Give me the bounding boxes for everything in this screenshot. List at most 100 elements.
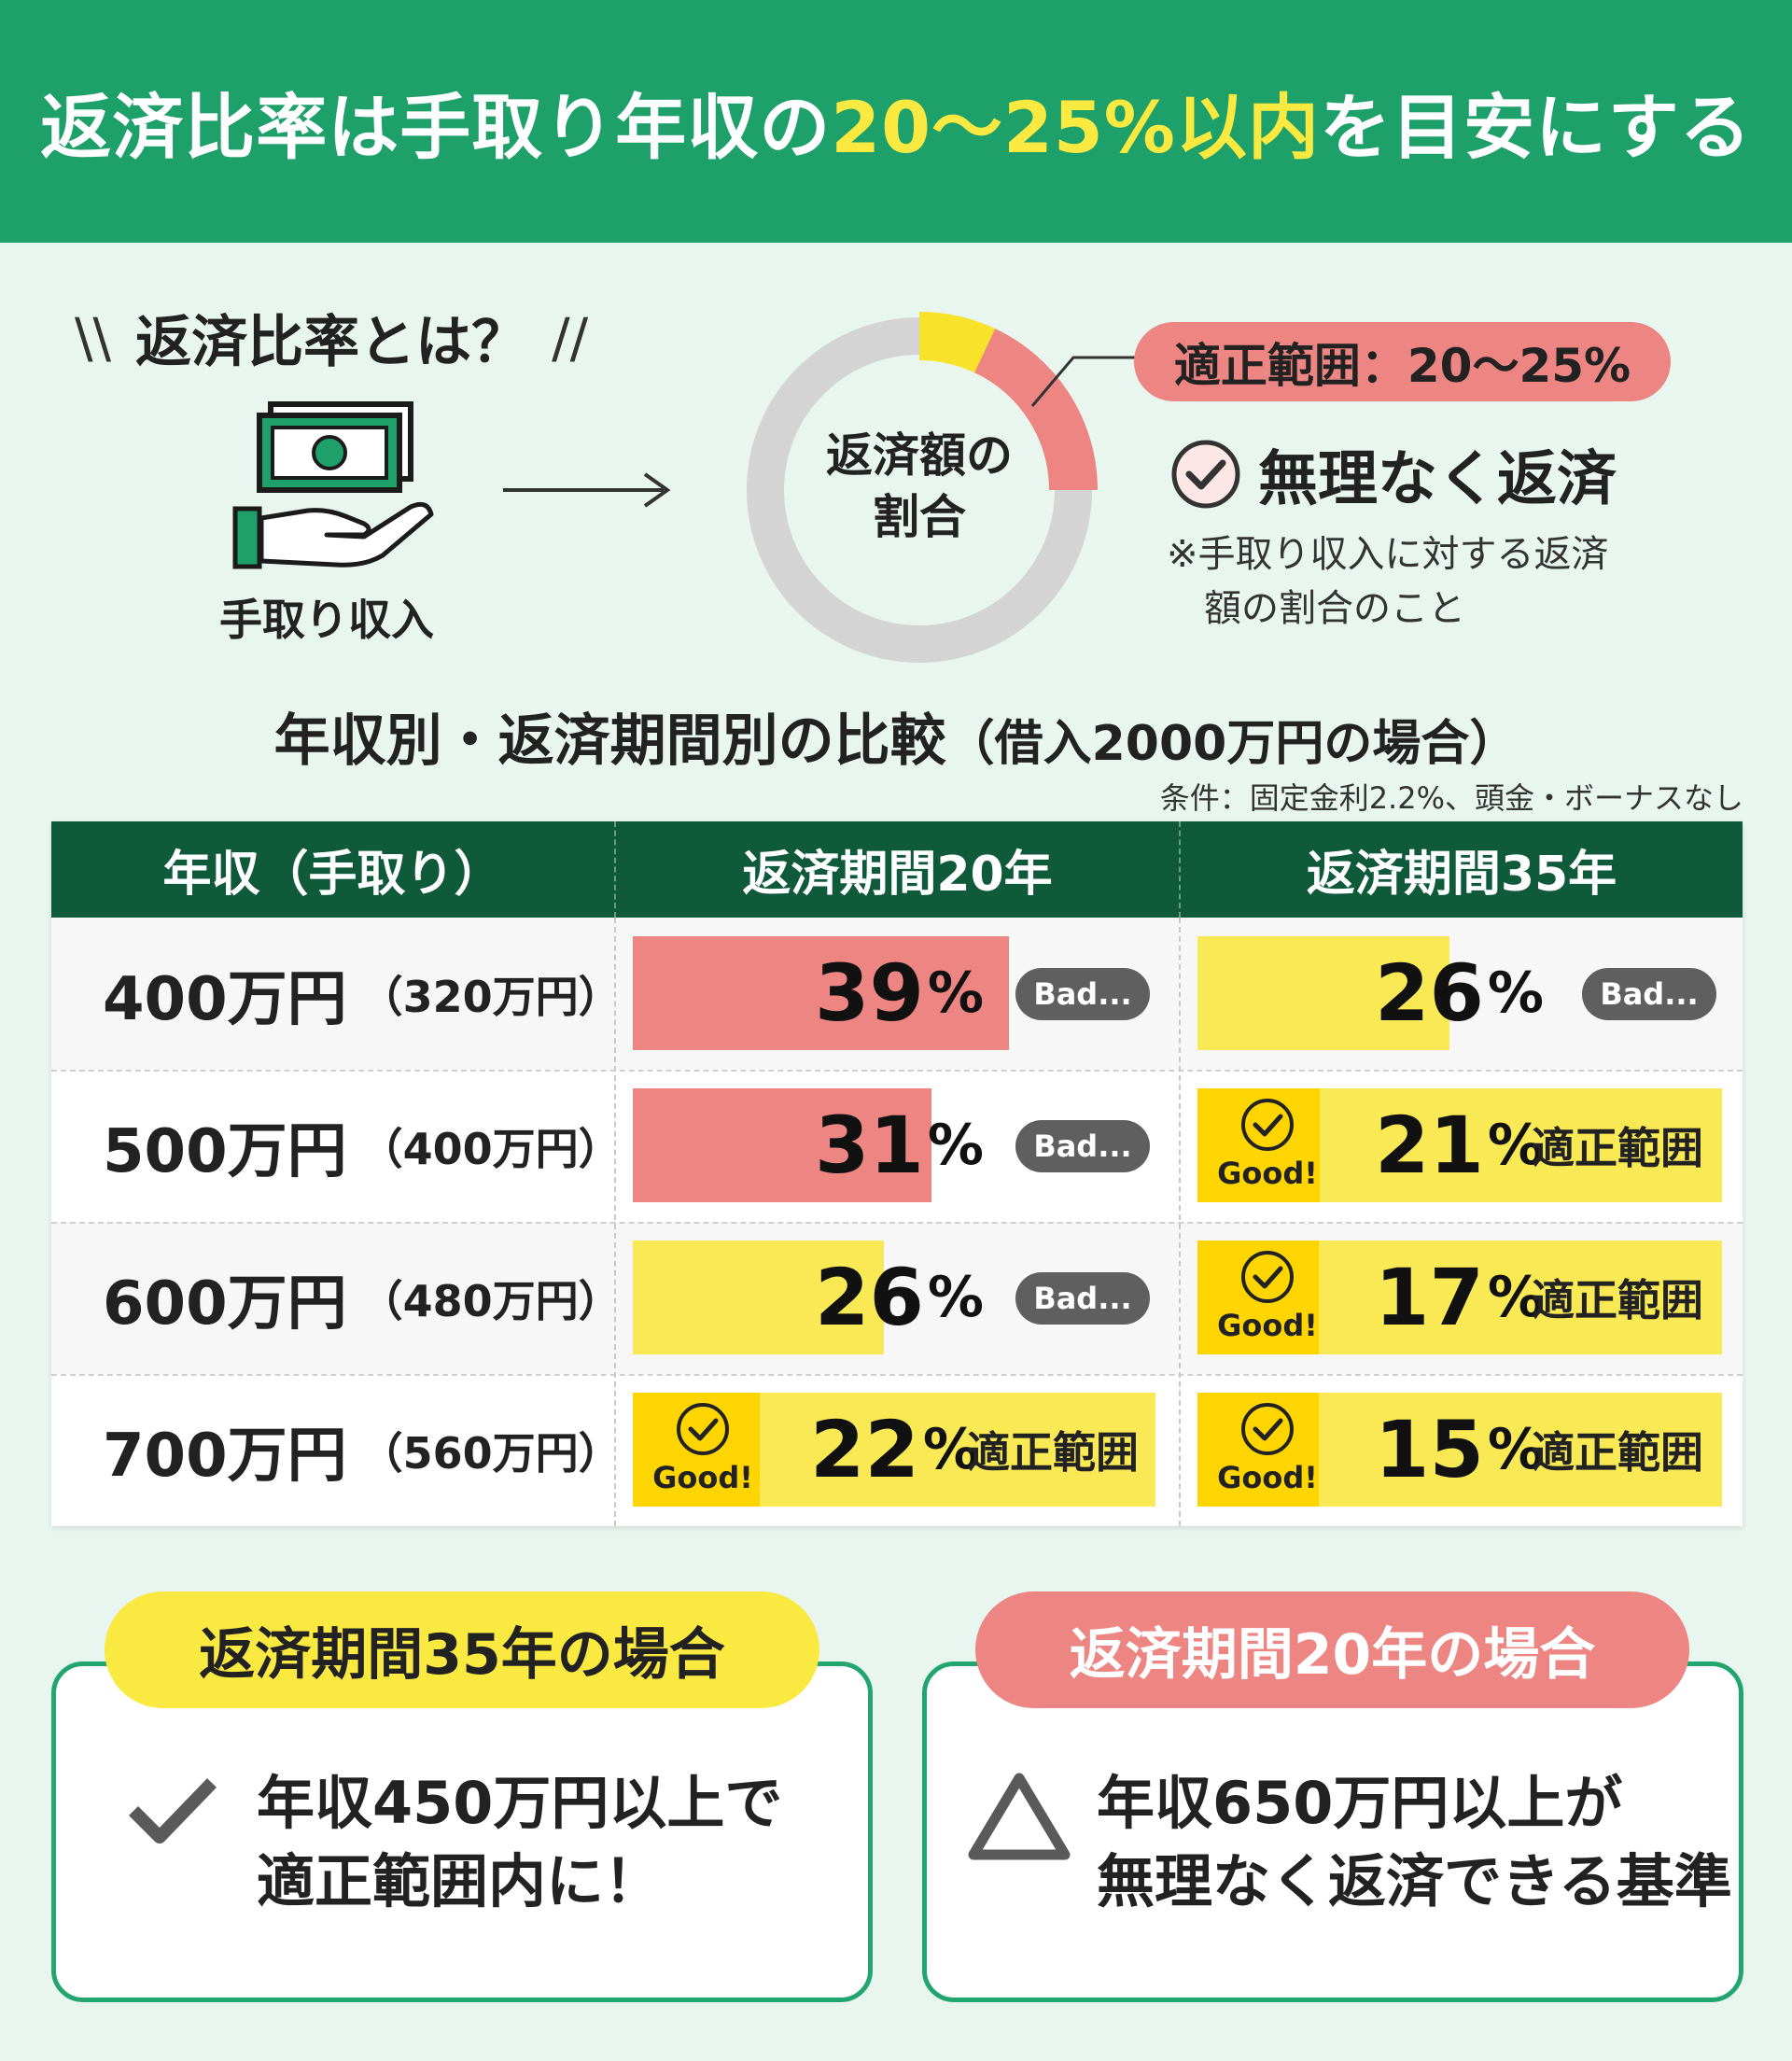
- income-cell: 600万円 （480万円）: [103, 1222, 622, 1374]
- page-title: 返済比率は手取り年収の20〜25%以内を目安にする: [40, 86, 1752, 169]
- percent-value: 31%: [815, 1088, 984, 1202]
- percent-number: 26: [815, 1252, 924, 1343]
- percent-value: 39%: [815, 936, 984, 1050]
- row-divider: [51, 1374, 1743, 1376]
- percent-number: 26: [1375, 947, 1484, 1039]
- value-bar: [633, 936, 1009, 1050]
- comparison-table: 年収（手取り） 返済期間20年 返済期間35年 400万円 （320万円） 39% B…: [51, 821, 1743, 1526]
- percent-number: 15: [1375, 1404, 1484, 1495]
- donut-label: 返済額の 割合: [826, 428, 1013, 544]
- arrow-right-icon: [503, 472, 671, 508]
- cell-20y: Good! 22% 適正範囲: [633, 1393, 1155, 1507]
- check-circle-icon: [1241, 1403, 1294, 1455]
- row-divider: [51, 1070, 1743, 1072]
- intro-heading-text: 返済比率とは？: [135, 310, 528, 375]
- range-label: 適正範囲: [1532, 1427, 1703, 1478]
- bad-badge: Bad...: [1015, 1272, 1150, 1325]
- income-net: （480万円）: [359, 1275, 622, 1326]
- good-label: Good!: [1217, 1460, 1318, 1495]
- income-net: （400万円）: [359, 1123, 622, 1174]
- percent-unit: %: [1487, 1417, 1545, 1482]
- percent-number: 39: [815, 947, 924, 1039]
- value-bar: [633, 1241, 884, 1354]
- intro-heading: \\ 返済比率とは？ //: [75, 297, 635, 378]
- percent-value: 15%: [1375, 1393, 1544, 1507]
- income-gross: 600万円: [103, 1269, 347, 1339]
- table-row: 600万円 （480万円） 26% Bad... Good! 17% 適正範囲: [51, 1222, 1743, 1374]
- good-badge: Good!: [647, 1400, 759, 1499]
- check-circle-icon: [1171, 440, 1240, 509]
- value-bar: [633, 1393, 761, 1507]
- cell-35y: Good! 21% 適正範囲: [1197, 1088, 1722, 1202]
- slash-right-icon: //: [552, 305, 589, 370]
- check-circle-icon: [677, 1403, 729, 1455]
- check-circle-icon: [1241, 1251, 1294, 1303]
- cell-20y: 39% Bad...: [633, 936, 1155, 1050]
- column-divider: [1179, 918, 1181, 1526]
- income-net: （320万円）: [359, 971, 622, 1022]
- range-label: 適正範囲: [1532, 1275, 1703, 1325]
- ratio-donut: [747, 312, 1098, 663]
- card-35y-text: 年収450万円以上で 適正範囲内に！: [257, 1769, 783, 1915]
- percent-unit: %: [922, 1417, 980, 1482]
- good-label: Good!: [1217, 1156, 1318, 1191]
- percent-value: 22%: [810, 1393, 979, 1507]
- income-label: 手取り収入: [219, 595, 434, 645]
- range-pill: 適正範囲：20〜25%: [1134, 322, 1671, 401]
- range-label: 適正範囲: [967, 1427, 1139, 1478]
- note-text: ※手取り収入に対する返済 額の割合のこと: [1167, 533, 1609, 630]
- title-highlight: 20〜25%以内: [831, 86, 1320, 169]
- income-gross: 500万円: [103, 1116, 347, 1186]
- table-row: 700万円 （560万円） Good! 22% 適正範囲 Good! 15% 適正範囲: [51, 1374, 1743, 1526]
- income-cell: 500万円 （400万円）: [103, 1070, 622, 1222]
- cell-20y: 26% Bad...: [633, 1241, 1155, 1354]
- value-bar: [633, 1088, 931, 1202]
- header-20y: 返済期間20年: [742, 847, 1053, 903]
- header-divider: [1179, 821, 1181, 918]
- value-bar: [1197, 1088, 1320, 1202]
- comparison-title: 年収別・返済期間別の比較（借入2000万円の場合）: [273, 708, 1519, 774]
- money-icon: [232, 401, 434, 569]
- income-cell: 400万円 （320万円）: [103, 918, 622, 1070]
- percent-value: 26%: [815, 1241, 984, 1354]
- good-label: Good!: [1217, 1308, 1318, 1343]
- card-20y-text: 年収650万円以上が 無理なく返済できる基準: [1097, 1769, 1732, 1915]
- donut-yellow-arc: [918, 312, 996, 373]
- percent-value: 17%: [1375, 1241, 1544, 1354]
- percent-value: 21%: [1375, 1088, 1544, 1202]
- value-bar: [1197, 936, 1449, 1050]
- good-badge: Good!: [1211, 1248, 1323, 1347]
- checkmark-icon: [129, 1778, 217, 1844]
- income-cell: 700万円 （560万円）: [103, 1374, 622, 1526]
- donut-red-arc: [973, 329, 1098, 491]
- table-header: 年収（手取り） 返済期間20年 返済期間35年: [51, 821, 1743, 918]
- table-row: 500万円 （400万円） 31% Bad... Good! 21% 適正範囲: [51, 1070, 1743, 1222]
- good-badge: Good!: [1211, 1096, 1323, 1195]
- income-gross: 700万円: [103, 1421, 347, 1491]
- conditions-text: 条件：固定金利2.2%、頭金・ボーナスなし: [1159, 780, 1743, 816]
- header-banner: 返済比率は手取り年収の20〜25%以内を目安にする: [0, 0, 1792, 243]
- header-35y: 返済期間35年: [1306, 847, 1617, 903]
- percent-unit: %: [1487, 960, 1545, 1026]
- cell-35y: Good! 15% 適正範囲: [1197, 1393, 1722, 1507]
- leader-line: [1030, 356, 1154, 407]
- header-divider: [614, 821, 616, 918]
- percent-unit: %: [927, 1113, 985, 1178]
- percent-number: 31: [815, 1100, 924, 1191]
- percent-number: 17: [1375, 1252, 1484, 1343]
- percent-unit: %: [1487, 1265, 1545, 1330]
- row-divider: [51, 1222, 1743, 1224]
- cell-35y: Good! 17% 適正範囲: [1197, 1241, 1722, 1354]
- percent-unit: %: [927, 960, 985, 1026]
- percent-number: 22: [810, 1404, 919, 1495]
- income-gross: 400万円: [103, 964, 347, 1034]
- good-label: Good!: [652, 1460, 753, 1495]
- bad-badge: Bad...: [1015, 1120, 1150, 1172]
- header-income: 年収（手取り）: [162, 847, 503, 903]
- hand-icon: [232, 501, 434, 569]
- table-row: 400万円 （320万円） 39% Bad... 26% Bad...: [51, 918, 1743, 1070]
- bad-badge: Bad...: [1015, 968, 1150, 1020]
- percent-value: 26%: [1375, 936, 1544, 1050]
- percent-unit: %: [927, 1265, 985, 1330]
- bad-badge: Bad...: [1582, 968, 1716, 1020]
